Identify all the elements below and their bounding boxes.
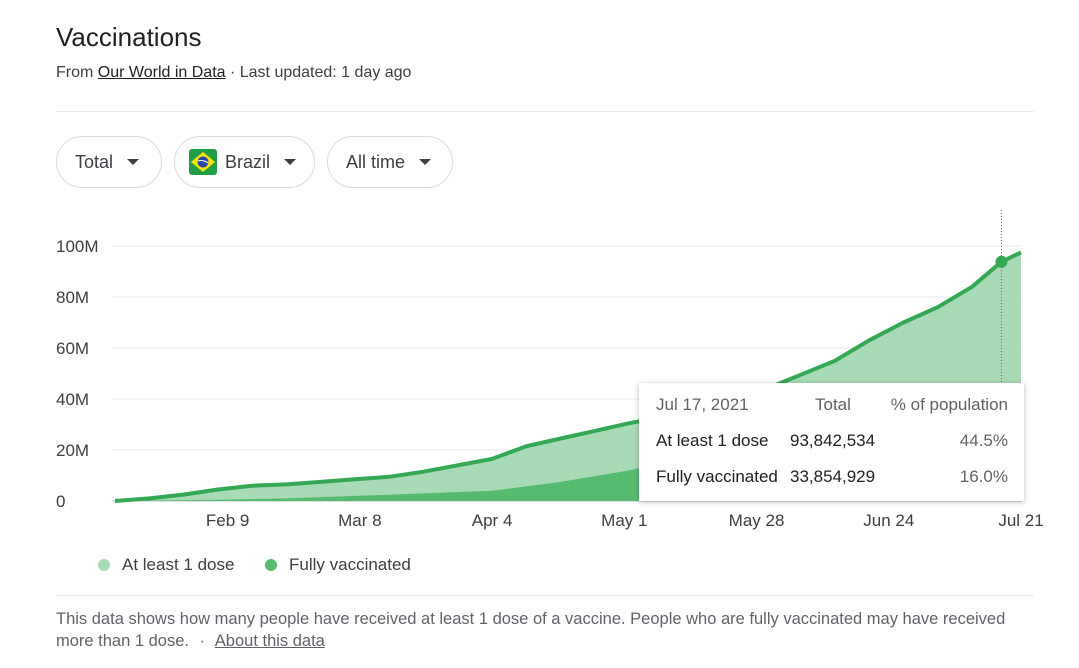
hover-point — [995, 255, 1008, 268]
y-tick-label: 60M — [56, 339, 89, 358]
x-tick-label: Jun 24 — [863, 511, 914, 530]
chevron-down-icon — [127, 159, 140, 165]
x-tick-label: Mar 8 — [338, 511, 381, 530]
tooltip-row-label: At least 1 dose — [656, 431, 769, 450]
legend-label: Fully vaccinated — [289, 555, 411, 574]
legend-swatch — [265, 559, 277, 571]
top-divider — [56, 111, 1034, 112]
chevron-down-icon — [284, 159, 297, 165]
chart-tooltip: Jul 17, 2021 Total % of population At le… — [639, 383, 1024, 501]
series-line-at-least-one — [114, 250, 1022, 503]
x-tick-label: May 1 — [601, 511, 647, 530]
x-tick-label: Jul 21 — [998, 511, 1043, 530]
tooltip-row: Fully vaccinated 33,854,929 16.0% — [656, 467, 1008, 491]
footnote-sep: · — [199, 632, 206, 650]
country-dropdown-label: Brazil — [225, 151, 271, 172]
tooltip-col-pct: % of population — [890, 395, 1008, 414]
metric-dropdown[interactable]: Total — [56, 136, 162, 188]
tooltip-col-total: Total — [815, 395, 851, 414]
tooltip-row-label: Fully vaccinated — [656, 467, 778, 486]
range-dropdown-label: All time — [346, 151, 406, 172]
legend-swatch — [98, 559, 110, 571]
tooltip-date: Jul 17, 2021 — [656, 395, 749, 414]
brazil-flag-icon — [189, 149, 217, 175]
tooltip-row-total: 93,842,534 — [790, 431, 876, 450]
x-tick-label: Apr 4 — [472, 511, 513, 530]
page-title: Vaccinations — [56, 22, 202, 52]
chevron-down-icon — [419, 159, 432, 165]
y-tick-label: 0 — [56, 492, 65, 511]
tooltip-row-pct: 44.5% — [959, 431, 1008, 450]
y-tick-label: 20M — [56, 441, 89, 460]
y-tick-label: 80M — [56, 288, 89, 307]
footnote: This data shows how many people have rec… — [56, 608, 1046, 652]
country-dropdown[interactable]: Brazil — [174, 136, 315, 188]
about-data-link[interactable]: About this data — [214, 632, 325, 650]
tooltip-row-total: 33,854,929 — [790, 467, 876, 486]
legend-item-fully: Fully vaccinated — [265, 555, 411, 575]
legend-item-at-least-one: At least 1 dose — [98, 555, 234, 575]
legend-label: At least 1 dose — [122, 555, 235, 574]
tooltip-row: At least 1 dose 93,842,534 44.5% — [656, 431, 1008, 455]
footnote-text: This data shows how many people have rec… — [56, 610, 1006, 650]
metric-dropdown-label: Total — [75, 151, 114, 172]
range-dropdown[interactable]: All time — [327, 136, 453, 188]
x-tick-label: May 28 — [729, 511, 785, 530]
source-link[interactable]: Our World in Data — [97, 64, 226, 81]
y-tick-label: 40M — [56, 390, 89, 409]
x-tick-label: Feb 9 — [206, 511, 249, 530]
source-line: From Our World in Data · Last updated: 1… — [56, 64, 411, 82]
tooltip-row-pct: 16.0% — [959, 467, 1008, 486]
last-updated: · Last updated: 1 day ago — [229, 64, 412, 81]
source-prefix: From — [56, 64, 94, 81]
y-tick-label: 100M — [56, 237, 99, 256]
bottom-divider — [56, 595, 1034, 596]
